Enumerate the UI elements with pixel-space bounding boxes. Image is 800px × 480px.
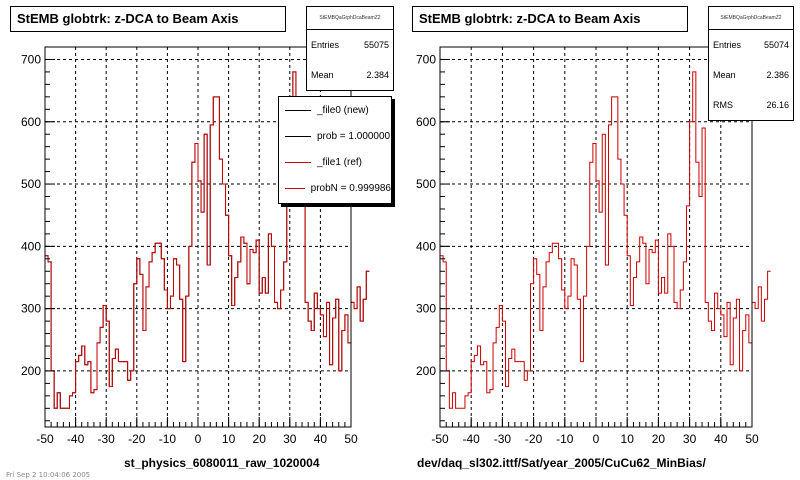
y-tick-label: 700 bbox=[21, 52, 41, 66]
stats-header-right: StEMBQaGrphDcaBeamZ2 bbox=[709, 7, 793, 30]
y-tick-label: 600 bbox=[416, 115, 436, 129]
x-tick-label: -50 bbox=[36, 432, 54, 446]
stats-header-left: StEMBQaGrphDcaBeamZ2 bbox=[307, 7, 393, 30]
y-tick-label: 500 bbox=[416, 177, 436, 191]
x-tick-label: 10 bbox=[621, 432, 635, 446]
stats-row-entries: Entries 55075 bbox=[307, 30, 393, 60]
y-tick-label: 700 bbox=[416, 52, 436, 66]
legend-box: _file0 (new) prob = 1.000000 _file1 (ref… bbox=[278, 96, 392, 204]
timestamp-footer: Fri Sep 2 10:04:06 2005 bbox=[6, 471, 91, 479]
y-tick-label: 200 bbox=[416, 364, 436, 378]
x-axis-title-left: st_physics_6080011_raw_1020004 bbox=[124, 456, 320, 470]
stats-value: 55074 bbox=[763, 40, 789, 50]
legend-label: _file0 (new) bbox=[317, 104, 369, 116]
x-tick-label: -30 bbox=[494, 432, 512, 446]
x-tick-label: 20 bbox=[253, 432, 267, 446]
y-tick-label: 300 bbox=[21, 302, 41, 316]
stats-row-rms: RMS 26.16 bbox=[709, 90, 793, 120]
x-axis-title-right: dev/daq_sl302.ittf/Sat/year_2005/CuCu62_… bbox=[417, 456, 706, 470]
stats-row-entries: Entries 55074 bbox=[709, 30, 793, 60]
x-tick-label: -50 bbox=[431, 432, 449, 446]
y-tick-label: 400 bbox=[416, 239, 436, 253]
x-tick-label: -40 bbox=[463, 432, 481, 446]
stats-label: Entries bbox=[713, 40, 742, 50]
chart-svg-right: -50 -40 -30 -20 -10 0 10 20 30 40 50 200 300 400 500 60… bbox=[416, 46, 771, 446]
x-tick-label: 50 bbox=[745, 432, 759, 446]
legend-label: _file1 (ref) bbox=[317, 156, 363, 168]
x-tick-label: 10 bbox=[222, 432, 236, 446]
legend-line-prob bbox=[285, 135, 311, 137]
chart-svg-left: -50 -40 -30 -20 -10 0 10 20 30 40 50 200 300 400 500 60… bbox=[21, 46, 370, 446]
legend-entry-probn: probN = 0.999986 bbox=[279, 175, 391, 201]
y-tick-label: 400 bbox=[21, 239, 41, 253]
stats-value: 55075 bbox=[363, 40, 389, 50]
y-tick-label: 200 bbox=[21, 364, 41, 378]
stats-label: Mean bbox=[311, 70, 334, 80]
x-tick-label: -30 bbox=[98, 432, 116, 446]
x-tick-label: 30 bbox=[683, 432, 697, 446]
x-tick-label: 40 bbox=[314, 432, 328, 446]
legend-line-probn bbox=[285, 187, 305, 189]
legend-entry-prob: prob = 1.000000 bbox=[279, 123, 391, 149]
stats-label: Entries bbox=[311, 40, 340, 50]
stats-value: 2.384 bbox=[366, 70, 389, 80]
y-tick-label: 300 bbox=[416, 302, 436, 316]
y-tick-label: 500 bbox=[21, 177, 41, 191]
legend-label: prob = 1.000000 bbox=[317, 130, 391, 142]
stats-box-right: StEMBQaGrphDcaBeamZ2 Entries 55074 Mean … bbox=[708, 6, 794, 121]
chart-title-right: StEMB globtrk: z-DCA to Beam Axis bbox=[412, 6, 688, 32]
chart-title-left: StEMB globtrk: z-DCA to Beam Axis bbox=[10, 6, 286, 32]
x-tick-label: -10 bbox=[159, 432, 177, 446]
histogram-series bbox=[45, 71, 370, 409]
stats-label: Mean bbox=[713, 70, 736, 80]
stats-row-mean: Mean 2.386 bbox=[709, 60, 793, 90]
legend-label: probN = 0.999986 bbox=[310, 182, 391, 194]
legend-entry-new: _file0 (new) bbox=[279, 97, 391, 123]
y-tick-label: 600 bbox=[21, 115, 41, 129]
x-tick-label: 20 bbox=[652, 432, 666, 446]
stats-row-mean: Mean 2.384 bbox=[307, 60, 393, 90]
histogram-panel-right: -50 -40 -30 -20 -10 0 10 20 30 40 50 200 300 400 500 60… bbox=[395, 0, 794, 480]
x-tick-label: -40 bbox=[67, 432, 85, 446]
stats-value: 26.16 bbox=[766, 100, 789, 110]
histogram-panel-left: -50 -40 -30 -20 -10 0 10 20 30 40 50 200 300 400 500 60… bbox=[0, 0, 395, 480]
histogram-series bbox=[440, 71, 771, 409]
stats-box-left: StEMBQaGrphDcaBeamZ2 Entries 55075 Mean … bbox=[306, 6, 394, 91]
stats-label: RMS bbox=[713, 100, 733, 110]
x-tick-label: -20 bbox=[525, 432, 543, 446]
x-tick-label: 0 bbox=[195, 432, 202, 446]
legend-line-new bbox=[285, 109, 311, 111]
legend-entry-ref: _file1 (ref) bbox=[279, 149, 391, 175]
x-tick-label: 50 bbox=[344, 432, 358, 446]
x-tick-label: 40 bbox=[714, 432, 728, 446]
legend-line-ref bbox=[285, 161, 311, 163]
x-tick-label: -20 bbox=[128, 432, 146, 446]
x-tick-label: -10 bbox=[556, 432, 574, 446]
stats-value: 2.386 bbox=[766, 70, 789, 80]
x-tick-label: 0 bbox=[593, 432, 600, 446]
x-tick-label: 30 bbox=[283, 432, 297, 446]
